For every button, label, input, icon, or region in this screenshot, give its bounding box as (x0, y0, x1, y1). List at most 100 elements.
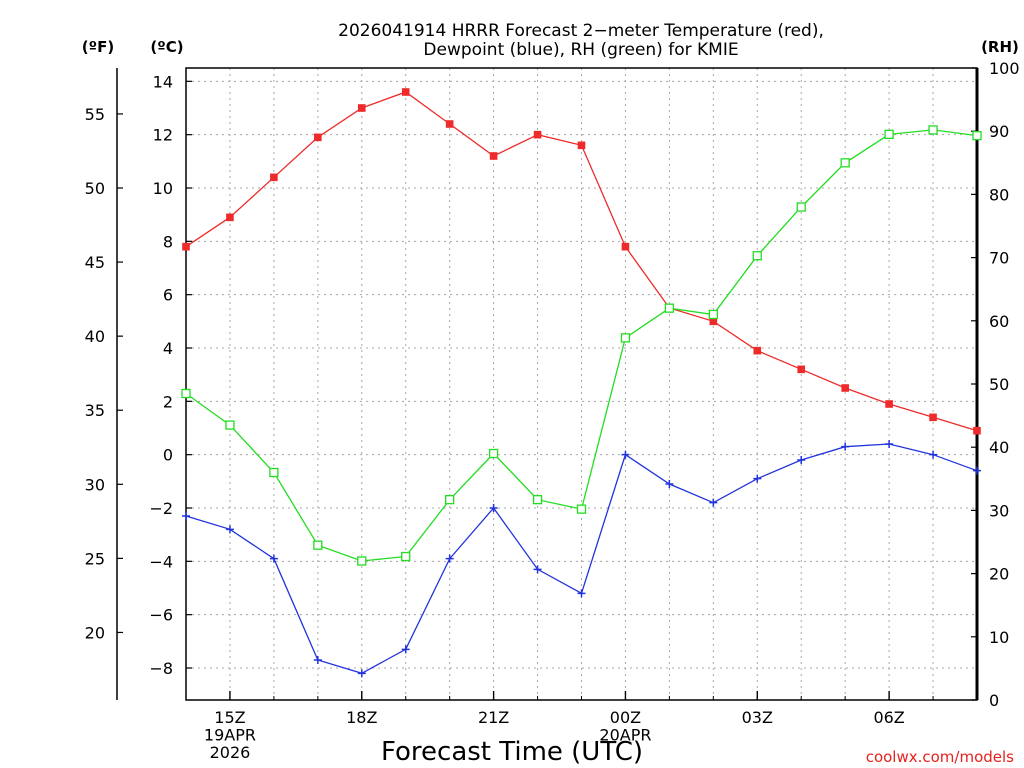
temperature-point (753, 346, 762, 355)
temperature-point (709, 317, 718, 326)
dewpoint-point (621, 450, 630, 459)
rh-axis-unit: (RH) (981, 38, 1019, 56)
dewpoint-point (313, 656, 322, 664)
celsius-tick-label: 12 (153, 126, 173, 145)
temperature-point (533, 130, 542, 139)
dewpoint-point (225, 525, 234, 534)
fahrenheit-axis-unit: (ºF) (82, 38, 114, 56)
tick-labels: 14121086420−2−4−6−8555045403530252010090… (85, 59, 1020, 762)
celsius-tick-label: 8 (163, 232, 173, 251)
fahrenheit-tick-label: 40 (85, 327, 105, 346)
celsius-tick-label: −4 (149, 552, 173, 571)
rh-tick-label: 20 (989, 565, 1009, 584)
rh-point (840, 158, 850, 168)
rh-tick-label: 90 (989, 122, 1009, 141)
credit-text: coolwx.com/models (866, 748, 1014, 766)
rh-point (884, 129, 894, 140)
series-layer (181, 88, 982, 678)
x-tick-label: 18Z (346, 708, 377, 727)
rh-point (313, 540, 323, 550)
fahrenheit-tick-label: 25 (85, 549, 105, 568)
temperature-point (401, 88, 410, 96)
x-tick-label: 20APR (599, 726, 651, 745)
gridlines (186, 68, 977, 700)
celsius-tick-label: 10 (153, 179, 173, 198)
fahrenheit-tick-label: 35 (85, 401, 105, 420)
rh-point (664, 303, 675, 313)
x-tick-label: 03Z (742, 708, 773, 727)
rh-point (708, 309, 718, 320)
series-rh (181, 125, 982, 566)
rh-tick-label: 100 (989, 59, 1020, 78)
fahrenheit-tick-label: 55 (85, 105, 105, 124)
series-temperature (182, 88, 981, 435)
celsius-tick-label: 6 (163, 286, 173, 305)
dewpoint-point (797, 456, 806, 464)
fahrenheit-tick-label: 20 (85, 623, 105, 642)
series-dewpoint (182, 440, 981, 678)
dewpoint-point (885, 440, 894, 448)
temperature-point (314, 133, 322, 142)
dewpoint-point (753, 474, 762, 483)
rh-tick-label: 40 (989, 438, 1009, 457)
rh-point (445, 495, 455, 505)
x-tick-label: 15Z (214, 708, 245, 727)
rh-tick-label: 70 (989, 249, 1009, 268)
celsius-tick-label: −8 (149, 659, 173, 678)
temperature-point (357, 104, 366, 112)
rh-point (401, 551, 411, 562)
x-tick-label: 00Z (610, 708, 641, 727)
celsius-tick-label: −6 (149, 606, 173, 625)
temperature-point (489, 152, 498, 160)
dewpoint-point (269, 554, 278, 563)
dewpoint-point (445, 554, 454, 563)
temperature-point (797, 365, 806, 374)
rh-tick-label: 10 (989, 628, 1009, 647)
temperature-point (929, 413, 937, 422)
celsius-tick-label: 4 (163, 339, 173, 358)
fahrenheit-tick-label: 30 (85, 475, 105, 494)
chart-title-line2: Dewpoint (blue), RH (green) for KMIE (423, 40, 738, 60)
temperature-point (621, 242, 630, 251)
rh-point (181, 388, 191, 399)
rh-point (928, 125, 938, 135)
celsius-tick-label: 14 (153, 72, 173, 91)
dewpoint-point (973, 466, 981, 475)
plot-frame (185, 67, 978, 701)
temperature-point (577, 141, 586, 150)
chart-title-line1: 2026041914 HRRR Forecast 2−meter Tempera… (338, 21, 824, 41)
celsius-tick-label: 2 (163, 392, 173, 411)
dewpoint-point (401, 645, 410, 654)
rh-point (620, 333, 631, 343)
rh-point (269, 467, 279, 478)
rh-tick-label: 50 (989, 375, 1009, 394)
temperature-point (270, 173, 278, 182)
rh-point (225, 420, 235, 430)
dewpoint-point (665, 480, 674, 488)
rh-point (488, 448, 499, 459)
dewpoint-point (489, 504, 498, 512)
rh-point (796, 202, 806, 212)
celsius-tick-label: −2 (149, 499, 173, 518)
temperature-point (973, 426, 981, 435)
dewpoint-point (709, 498, 718, 507)
temperature-point (885, 400, 893, 408)
x-tick-label: 21Z (478, 708, 509, 727)
dewpoint-point (357, 669, 366, 678)
x-axis-label: Forecast Time (UTC) (381, 737, 643, 767)
x-tick-label: 2026 (210, 743, 251, 762)
rh-point (972, 130, 982, 141)
dewpoint-point (577, 589, 586, 598)
fahrenheit-tick-label: 45 (85, 253, 105, 272)
dewpoint-point (533, 565, 542, 574)
x-tick-label: 06Z (873, 708, 904, 727)
dewpoint-point (841, 442, 850, 451)
rh-tick-label: 0 (989, 691, 999, 710)
rh-tick-label: 30 (989, 501, 1009, 520)
temperature-point (182, 242, 190, 251)
temperature-point (841, 384, 849, 392)
rh-point (532, 495, 543, 505)
dewpoint-point (182, 512, 190, 520)
rh-tick-label: 80 (989, 185, 1009, 204)
